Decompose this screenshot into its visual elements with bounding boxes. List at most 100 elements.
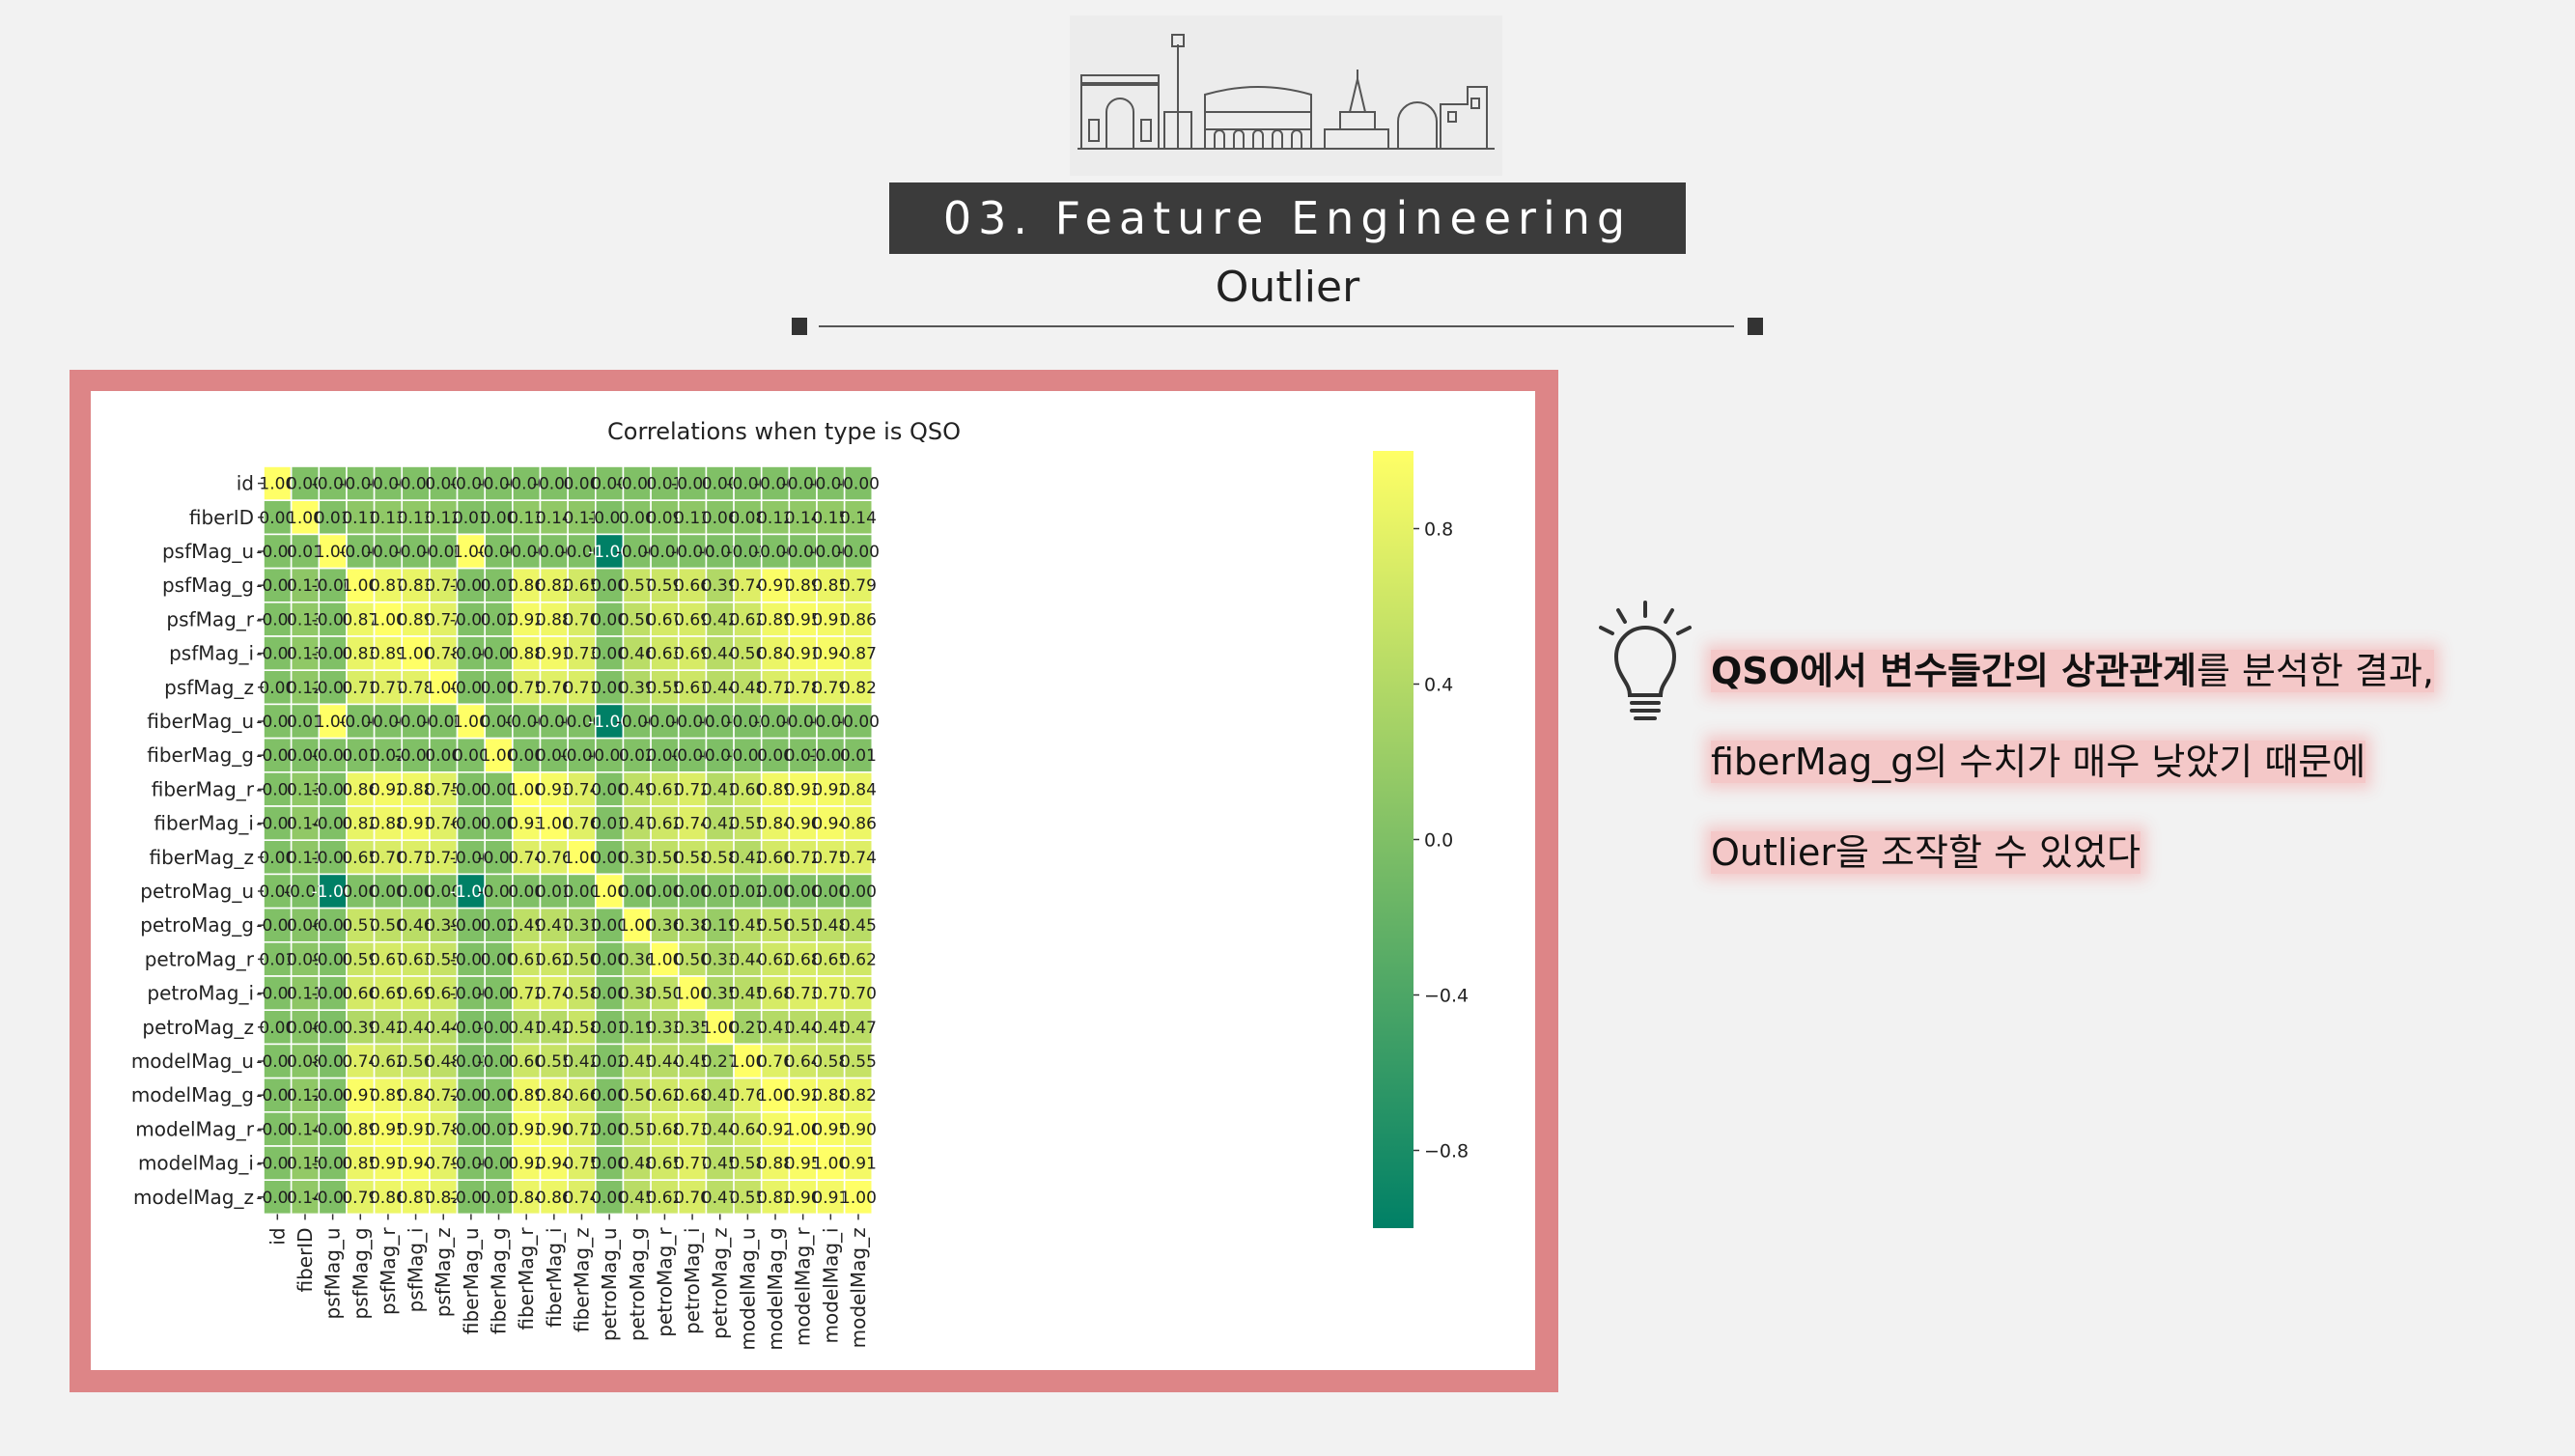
heatmap-cell (263, 1110, 293, 1147)
cell-value-label: 1.00 (729, 1052, 766, 1072)
cell-value-label: 0.88 (370, 815, 406, 834)
cell-value-label: 1.00 (425, 679, 462, 698)
divider (819, 325, 1734, 327)
cell-value-label: -0.00 (478, 1052, 520, 1072)
heatmap-cell (567, 465, 597, 502)
colorbar (1373, 451, 1413, 1228)
cell-value-label: 0.74 (674, 815, 711, 834)
cell-value-label: 0.00 (812, 882, 849, 902)
cell-value-label: -0.00 (643, 713, 686, 732)
cell-value-label: 0.00 (785, 882, 822, 902)
cell-value-label: 0.45 (812, 1019, 849, 1038)
heatmap-cell (567, 873, 597, 910)
heatmap-cell (594, 635, 625, 672)
heatmap-cell (263, 635, 293, 672)
heatmap-cell (705, 975, 735, 1012)
cell-value-label: 0.82 (840, 1086, 877, 1106)
cell-value-label: 0.59 (646, 576, 683, 596)
cell-value-label: 0.14 (785, 509, 822, 528)
cell-value-label: 0.15 (812, 509, 849, 528)
cell-value-label: -0.00 (450, 1189, 492, 1208)
chart-title: Correlations when type is QSO (607, 418, 961, 445)
heatmap-cell (650, 1043, 680, 1079)
section-title: 03. Feature Engineering (889, 182, 1686, 254)
cell-value-label: 0.58 (564, 1019, 601, 1038)
heatmap-cell (650, 533, 680, 570)
heatmap-cell (512, 499, 542, 536)
heatmap-cell (677, 1145, 708, 1182)
cell-value-label: 0.00 (591, 1120, 628, 1139)
cell-value-label: 0.00 (564, 882, 601, 902)
heatmap-cell (705, 1077, 735, 1113)
heatmap-cell (290, 533, 321, 570)
cell-value-label: 0.69 (674, 645, 711, 664)
cell-value-label: 0.65 (342, 849, 378, 868)
cell-value-label: 0.45 (619, 1189, 656, 1208)
heatmap-cell (429, 940, 459, 977)
cell-value-label: 0.70 (370, 849, 406, 868)
cell-value-label: 0.89 (342, 1120, 378, 1139)
heatmap-cell (456, 1179, 486, 1216)
cell-value-label: -0.00 (256, 746, 298, 766)
heatmap-cell (788, 1110, 818, 1147)
heatmap-cell (567, 567, 597, 603)
heatmap-cell (484, 499, 514, 536)
cell-value-label: 0.36 (646, 916, 683, 936)
cell-value-label: -0.02 (726, 713, 769, 732)
cell-value-label: 0.08 (287, 1052, 323, 1072)
heatmap-cell (290, 907, 321, 943)
cell-value-label: -0.00 (312, 1086, 354, 1106)
heatmap-cell (373, 602, 404, 637)
cell-value-label: 0.02 (729, 882, 766, 902)
cell-value-label: -0.00 (312, 849, 354, 868)
heatmap-cell (650, 805, 680, 842)
cell-value-label: 0.00 (619, 882, 656, 902)
cell-value-label: 0.44 (646, 1052, 683, 1072)
cell-value-label: 0.97 (342, 1086, 378, 1106)
cell-value-label: 0.91 (785, 645, 822, 664)
heatmap-cell (512, 737, 542, 773)
cell-value-label: 0.86 (840, 815, 877, 834)
cell-value-label: 0.01 (702, 882, 739, 902)
heatmap-cell (484, 567, 514, 603)
cell-value-label: 0.83 (398, 576, 434, 596)
cell-value-label: 1.00 (619, 916, 656, 936)
cell-value-label: 0.00 (481, 780, 518, 799)
cell-value-label: 0.50 (370, 916, 406, 936)
x-tick-label: petroMag_i (681, 1227, 704, 1334)
cell-value-label: 0.31 (619, 849, 656, 868)
cell-value-label: -0.00 (809, 746, 852, 766)
cell-value-label: 0.60 (729, 780, 766, 799)
cell-value-label: 0.39 (425, 916, 462, 936)
cell-value-label: -0.00 (312, 679, 354, 698)
cell-value-label: 0.00 (259, 509, 295, 528)
cell-value-label: 0.00 (591, 610, 628, 630)
x-tick-label: petroMag_u (598, 1227, 621, 1341)
cell-value-label: -0.02 (450, 1052, 492, 1072)
cell-value-label: -0.00 (422, 543, 464, 562)
heatmap-cell (816, 873, 846, 910)
heatmap-cell (346, 533, 376, 570)
heatmap-cell (788, 805, 818, 842)
cell-value-label: 0.51 (619, 1120, 656, 1139)
heatmap-cell (346, 1043, 376, 1079)
cell-value-label: 0.00 (287, 475, 323, 494)
heatmap-cell (401, 499, 431, 536)
cell-value-label: 1.00 (370, 610, 406, 630)
x-tick-label: fiberID (294, 1227, 317, 1292)
y-tick-label: fiberMag_r (152, 777, 255, 800)
heatmap-cell (290, 1043, 321, 1079)
cell-value-label: 0.85 (812, 576, 849, 596)
cell-value-label: 0.57 (619, 576, 656, 596)
cell-value-label: -0.00 (726, 746, 769, 766)
cell-value-label: 0.75 (812, 849, 849, 868)
cell-value-label: 0.58 (674, 849, 711, 868)
cell-value-label: 0.01 (342, 746, 378, 766)
cell-value-label: 0.93 (536, 780, 573, 799)
x-tick-label: fiberMag_g (488, 1227, 511, 1334)
cell-value-label: 0.74 (564, 1189, 601, 1208)
cell-value-label: 0.90 (785, 815, 822, 834)
cell-value-label: -0.00 (478, 645, 520, 664)
city-skyline-logo (1070, 15, 1502, 176)
cell-value-label: -0.00 (312, 576, 354, 596)
